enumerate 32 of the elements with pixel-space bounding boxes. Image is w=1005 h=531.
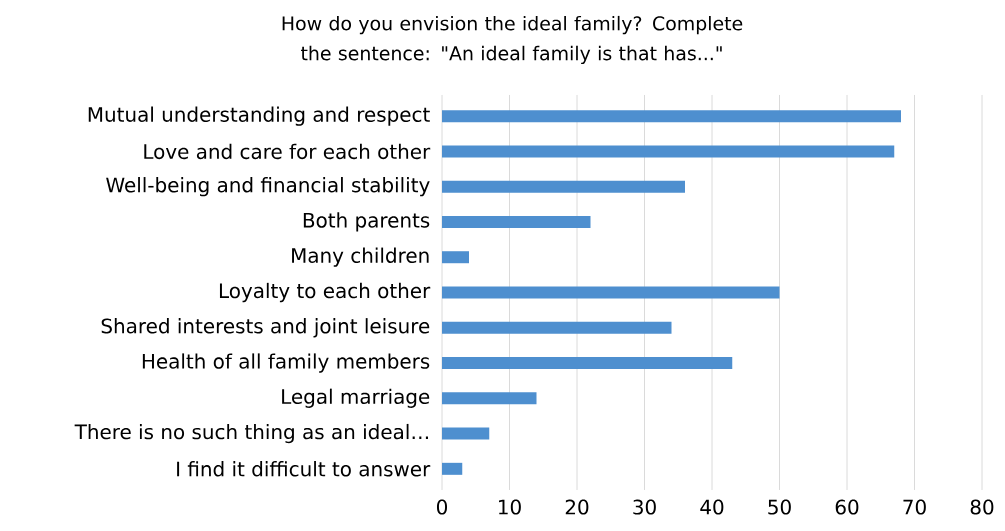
y-tick-label: Love and care for each other [144, 143, 431, 160]
x-tick-label: 10 [499, 499, 521, 515]
y-tick-label: Legal marriage [282, 388, 430, 408]
x-tick-label: 40 [700, 499, 724, 515]
y-tick-label: Well-being and financial stability [106, 177, 430, 197]
bar [442, 251, 470, 264]
bar [442, 286, 780, 299]
bar [442, 215, 591, 228]
y-tick-label: Both parents [303, 212, 430, 232]
y-tick-label: Loyalty to each other [219, 282, 431, 303]
x-tick-label: 30 [633, 499, 656, 515]
bar [442, 392, 537, 405]
bar [442, 110, 901, 123]
chart-title: How do you envision the ideal family? Complete the sentence: "An ideal family is that has..." [282, 15, 743, 65]
y-tick-label: Many children [292, 247, 429, 267]
y-tick-label: Health of all family members [142, 353, 430, 373]
bar [442, 145, 895, 158]
bar [442, 321, 672, 334]
bar [442, 462, 463, 475]
bar [442, 357, 733, 370]
y-tick-label: Shared interests and joint leisure [101, 318, 430, 338]
y-tick-label: I find it difficult to answer [177, 461, 431, 477]
x-tick-label: 0 [436, 499, 448, 515]
x-tick-label: 70 [903, 499, 926, 515]
bar [442, 180, 685, 193]
x-tick-label: 80 [970, 499, 994, 515]
x-tick-label: 50 [768, 499, 791, 515]
x-tick-label: 60 [835, 499, 859, 515]
x-tick-label: 20 [565, 499, 589, 515]
y-tick-label: Mutual understanding and respect [88, 106, 430, 126]
bar [442, 427, 490, 440]
y-tick-label: There is no such thing as an ideal… [74, 423, 428, 444]
